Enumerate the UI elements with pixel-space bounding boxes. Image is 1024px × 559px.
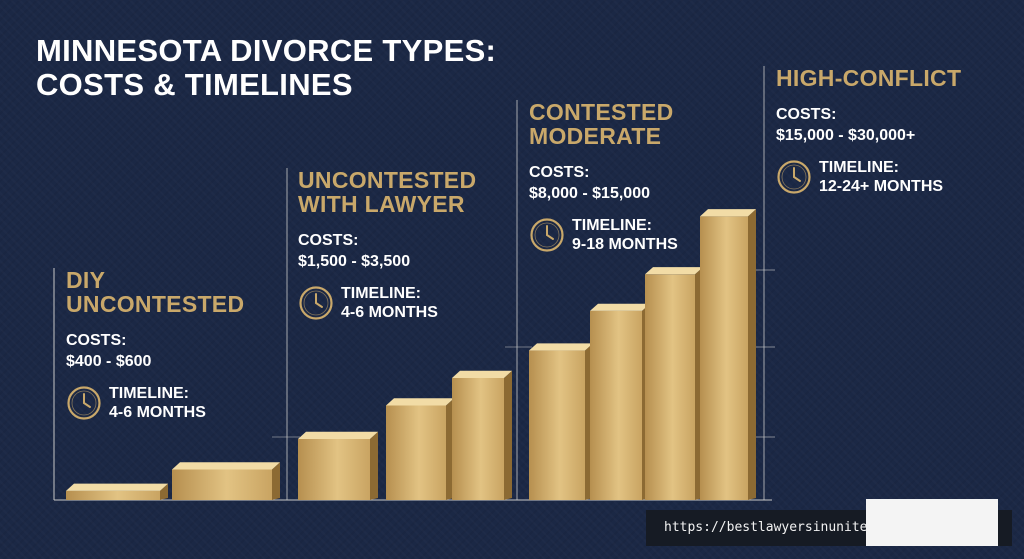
- section-title: HIGH-CONFLICT: [776, 66, 961, 90]
- timeline-block: TIMELINE: 12-24+ MONTHS: [776, 158, 961, 196]
- timeline-label: TIMELINE:: [819, 159, 899, 176]
- clock-icon: [777, 160, 811, 194]
- bar-8: [645, 267, 703, 500]
- bar-front: [298, 439, 370, 500]
- costs-block: COSTS: $15,000 - $30,000+: [776, 104, 961, 146]
- costs-block: COSTS: $1,500 - $3,500: [298, 230, 476, 272]
- timeline-value: 12-24+ MONTHS: [819, 178, 944, 195]
- section-title-line: CONTESTED: [529, 99, 674, 125]
- clock-icon: [67, 386, 101, 420]
- chart-title: MINNESOTA DIVORCE TYPES: COSTS & TIMELIN…: [36, 34, 496, 102]
- costs-label: COSTS:: [776, 106, 837, 123]
- bar-top: [452, 370, 512, 378]
- bar-5: [452, 370, 512, 500]
- clock-icon: [530, 218, 564, 252]
- costs-block: COSTS: $8,000 - $15,000: [529, 162, 678, 204]
- section-title-line: WITH LAWYER: [298, 191, 465, 217]
- bar-front: [172, 469, 272, 500]
- bar-front: [452, 378, 504, 500]
- section-contested-moderate: CONTESTED MODERATE COSTS: $8,000 - $15,0…: [529, 100, 678, 254]
- bar-side: [370, 431, 378, 500]
- timeline-value: 4-6 MONTHS: [341, 304, 438, 321]
- timeline-label: TIMELINE:: [109, 385, 189, 402]
- bar-side: [748, 209, 756, 500]
- section-title-line: HIGH-CONFLICT: [776, 65, 962, 91]
- bar-side: [504, 370, 512, 500]
- section-title-line: UNCONTESTED: [66, 291, 245, 317]
- timeline-text: TIMELINE: 12-24+ MONTHS: [819, 158, 943, 196]
- section-title-line: MODERATE: [529, 123, 662, 149]
- bar-front: [529, 350, 585, 500]
- bar-top: [298, 431, 378, 439]
- bar-top: [645, 267, 703, 275]
- chart-title-line2: COSTS & TIMELINES: [36, 67, 353, 102]
- bar-front: [66, 490, 160, 500]
- bar-top: [172, 462, 280, 470]
- timeline-label: TIMELINE:: [572, 217, 652, 234]
- chart-title-line1: MINNESOTA DIVORCE TYPES:: [36, 33, 497, 68]
- section-title-line: UNCONTESTED: [298, 167, 477, 193]
- bar-4: [386, 398, 454, 500]
- bar-9: [700, 209, 756, 500]
- costs-value: $1,500 - $3,500: [298, 253, 411, 270]
- bar-3: [298, 431, 378, 500]
- costs-block: COSTS: $400 - $600: [66, 330, 244, 372]
- clock-icon: [299, 286, 333, 320]
- section-diy-uncontested: DIY UNCONTESTED COSTS: $400 - $600 TIMEL…: [66, 268, 244, 422]
- costs-label: COSTS:: [529, 164, 590, 181]
- timeline-label: TIMELINE:: [341, 285, 421, 302]
- timeline-text: TIMELINE: 9-18 MONTHS: [572, 216, 678, 254]
- timeline-text: TIMELINE: 4-6 MONTHS: [109, 384, 206, 422]
- bar-2: [172, 462, 280, 500]
- bar-top: [66, 483, 168, 491]
- bar-side: [160, 483, 168, 500]
- bar-front: [386, 405, 446, 500]
- section-title: CONTESTED MODERATE: [529, 100, 678, 148]
- bar-front: [700, 216, 748, 500]
- costs-value: $15,000 - $30,000+: [776, 127, 916, 144]
- costs-value: $8,000 - $15,000: [529, 185, 650, 202]
- section-title-line: DIY: [66, 267, 106, 293]
- timeline-block: TIMELINE: 4-6 MONTHS: [298, 284, 476, 322]
- costs-label: COSTS:: [66, 332, 127, 349]
- bar-1: [66, 483, 168, 500]
- timeline-text: TIMELINE: 4-6 MONTHS: [341, 284, 438, 322]
- bar-side: [272, 462, 280, 500]
- bar-top: [529, 343, 593, 351]
- bar-top: [386, 398, 454, 406]
- bar-top: [700, 209, 756, 217]
- costs-label: COSTS:: [298, 232, 359, 249]
- section-high-conflict: HIGH-CONFLICT COSTS: $15,000 - $30,000+ …: [776, 66, 961, 196]
- bar-front: [645, 274, 695, 500]
- white-overlay-box: [866, 499, 998, 546]
- section-uncontested-with-lawyer: UNCONTESTED WITH LAWYER COSTS: $1,500 - …: [298, 168, 476, 322]
- bar-front: [590, 310, 642, 500]
- bar-6: [529, 343, 593, 500]
- section-title: UNCONTESTED WITH LAWYER: [298, 168, 476, 216]
- timeline-block: TIMELINE: 9-18 MONTHS: [529, 216, 678, 254]
- timeline-value: 9-18 MONTHS: [572, 236, 678, 253]
- bar-7: [590, 303, 650, 500]
- bar-top: [590, 303, 650, 311]
- costs-value: $400 - $600: [66, 353, 152, 370]
- timeline-block: TIMELINE: 4-6 MONTHS: [66, 384, 244, 422]
- timeline-value: 4-6 MONTHS: [109, 404, 206, 421]
- section-title: DIY UNCONTESTED: [66, 268, 244, 316]
